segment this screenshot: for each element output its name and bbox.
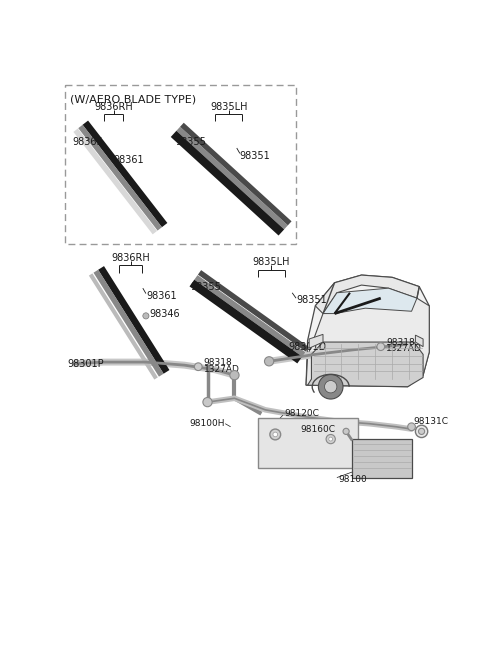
Text: 98100H: 98100H <box>189 419 225 428</box>
Text: 98361: 98361 <box>114 155 144 165</box>
Circle shape <box>318 375 343 399</box>
Polygon shape <box>308 342 423 387</box>
Text: 98100: 98100 <box>338 475 367 483</box>
Circle shape <box>326 434 336 443</box>
Circle shape <box>329 437 333 441</box>
Bar <box>65 85 296 244</box>
Circle shape <box>273 432 277 437</box>
Circle shape <box>324 380 337 393</box>
Text: 98120C: 98120C <box>285 409 319 418</box>
Circle shape <box>408 423 415 430</box>
Text: 98351: 98351 <box>240 151 271 161</box>
Circle shape <box>415 425 428 438</box>
Bar <box>352 439 412 478</box>
Polygon shape <box>415 335 423 346</box>
Text: 9835LH: 9835LH <box>252 257 289 267</box>
Circle shape <box>419 428 425 434</box>
Text: (W/AERO BLADE TYPE): (W/AERO BLADE TYPE) <box>71 94 197 104</box>
Text: 98355: 98355 <box>191 281 221 292</box>
Polygon shape <box>315 275 419 314</box>
Text: 98318: 98318 <box>386 338 415 346</box>
Text: 9836RH: 9836RH <box>94 102 133 112</box>
FancyBboxPatch shape <box>258 417 358 468</box>
Polygon shape <box>309 335 323 348</box>
Text: 1327AD: 1327AD <box>204 365 240 373</box>
Text: 98301P: 98301P <box>67 359 104 369</box>
Text: 98160C: 98160C <box>300 424 335 434</box>
Text: 1327AD: 1327AD <box>386 344 422 354</box>
Text: 98346: 98346 <box>150 308 180 319</box>
Circle shape <box>377 343 384 350</box>
Text: 9836RH: 9836RH <box>111 253 150 263</box>
Circle shape <box>203 398 212 407</box>
Text: 98361: 98361 <box>146 291 177 301</box>
Text: 98301D: 98301D <box>288 342 326 352</box>
Circle shape <box>264 357 274 366</box>
Circle shape <box>270 429 281 440</box>
Polygon shape <box>306 275 429 387</box>
Text: 98131C: 98131C <box>414 417 449 426</box>
Text: 98365: 98365 <box>73 137 104 147</box>
Circle shape <box>143 313 149 319</box>
Circle shape <box>194 363 202 371</box>
Circle shape <box>230 371 239 380</box>
Text: 98355: 98355 <box>175 137 206 147</box>
Circle shape <box>343 428 349 434</box>
Polygon shape <box>306 298 429 385</box>
Text: 98318: 98318 <box>204 358 232 367</box>
Text: 98351: 98351 <box>296 295 327 306</box>
Text: 9835LH: 9835LH <box>210 102 248 112</box>
Polygon shape <box>323 288 417 314</box>
